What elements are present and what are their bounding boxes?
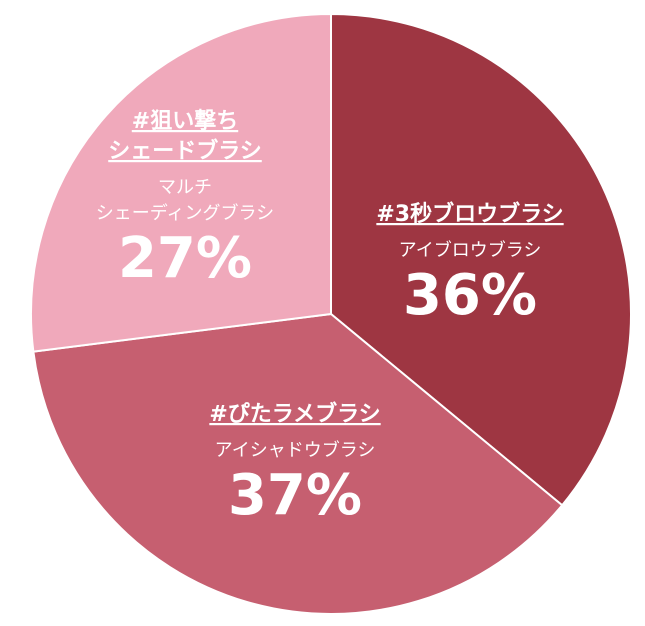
slice-title: #3秒ブロウブラシ <box>376 201 563 227</box>
pie-slice <box>330 12 632 507</box>
value-label: 36% <box>403 263 537 328</box>
slice-subtitle: アイブロウブラシ <box>399 239 542 261</box>
slice-subtitle: アイシャドウブラシ <box>215 439 376 461</box>
slice-title: シェードブラシ <box>108 138 262 164</box>
slice-subtitle: マルチ <box>158 177 212 198</box>
value-label: 27% <box>118 226 252 291</box>
pie-slice <box>32 312 564 615</box>
slice-title: #ぴたラメブラシ <box>209 401 380 427</box>
value-label: 37% <box>228 463 362 528</box>
slice-subtitle: シェーディングブラシ <box>96 202 274 224</box>
pie-slice <box>30 12 332 353</box>
slice-title: #狙い撃ち <box>132 109 238 134</box>
